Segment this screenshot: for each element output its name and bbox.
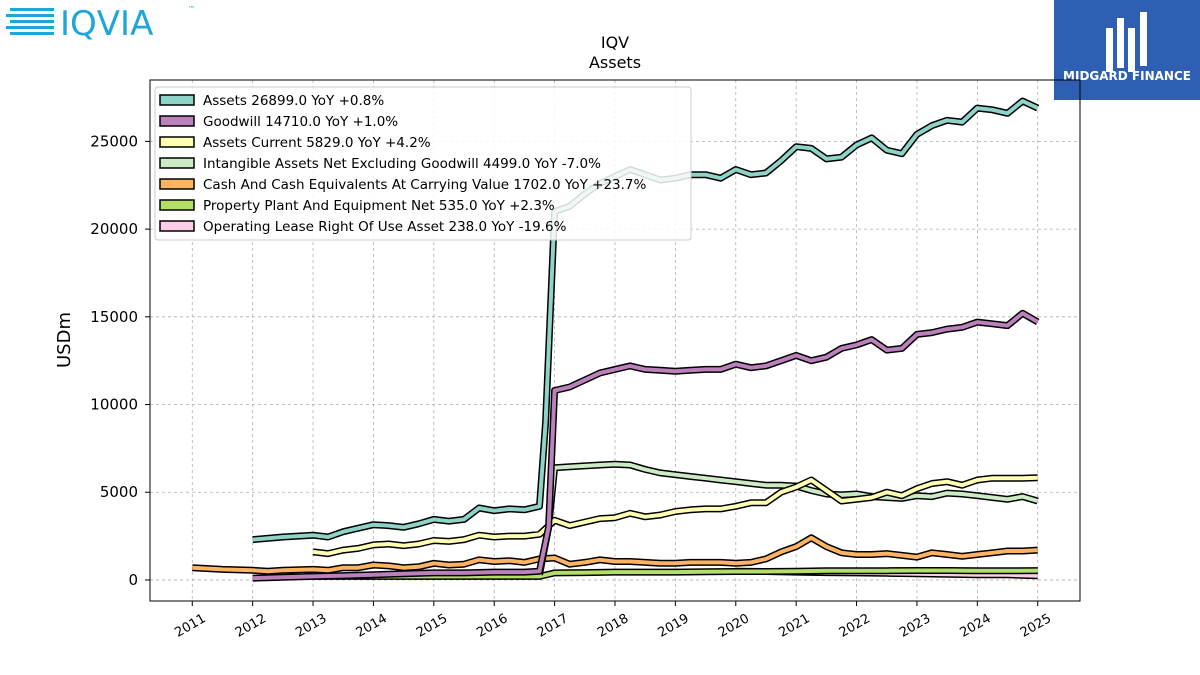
- x-tick-label: 2019: [656, 611, 692, 641]
- series-assets-current: [312, 474, 1038, 558]
- legend-entry: Property Plant And Equipment Net 535.0 Y…: [159, 198, 555, 214]
- iqvia-logo-text: IQVIA: [60, 4, 153, 42]
- y-tick-label: 20000: [90, 220, 138, 238]
- legend-swatch: [159, 178, 195, 190]
- chart-title: IQV: [601, 33, 629, 52]
- legend-entry: Intangible Assets Net Excluding Goodwill…: [159, 156, 601, 172]
- iqvia-logo: IQVIA ™: [4, 2, 204, 44]
- legend-label: Assets Current 5829.0 YoY +4.2%: [203, 135, 431, 151]
- y-tick-label: 0: [128, 571, 138, 589]
- iqvia-lines-icon: [6, 8, 54, 35]
- series-line: [312, 475, 1038, 556]
- x-tick-label: 2025: [1018, 611, 1054, 641]
- legend-swatch: [159, 220, 195, 232]
- y-tick-label: 25000: [90, 132, 138, 150]
- legend-swatch: [159, 199, 195, 211]
- x-tick-label: 2013: [293, 611, 329, 641]
- x-tick-label: 2017: [535, 611, 571, 641]
- x-tick-label: 2023: [897, 611, 933, 641]
- x-tick-label: 2018: [595, 611, 631, 641]
- legend: Assets 26899.0 YoY +0.8% Goodwill 14710.0…: [154, 86, 692, 241]
- x-tick-label: 2012: [233, 611, 269, 641]
- x-axis: 2011 2012 2013 2014 2015 2016 2017 2018 2019 2020…: [172, 601, 1054, 641]
- series-line: [192, 535, 1038, 574]
- legend-swatch: [159, 115, 195, 127]
- series-line: [537, 462, 1039, 576]
- midgard-logo-text: MIDGARD FINANCE: [1063, 69, 1191, 83]
- x-tick-label: 2021: [776, 611, 812, 641]
- chart-subtitle: Assets: [589, 53, 641, 72]
- series-goodwill: [252, 309, 1040, 582]
- series-cash-and-cash-equivalents-at-carrying-value: [192, 534, 1038, 575]
- legend-swatch: [159, 157, 195, 169]
- iqvia-tm-mark: ™: [188, 5, 195, 13]
- legend-entry: Cash And Cash Equivalents At Carrying Va…: [159, 177, 647, 193]
- legend-entry: Goodwill 14710.0 YoY +1.0%: [159, 114, 398, 130]
- y-tick-label: 10000: [90, 396, 138, 414]
- legend-box: [154, 86, 692, 241]
- series-line: [313, 568, 1038, 579]
- series-property-plant-and-equipment-net: [313, 567, 1038, 580]
- x-tick-label: 2022: [837, 611, 873, 641]
- x-tick-label: 2024: [958, 611, 994, 641]
- y-tick-label: 15000: [90, 308, 138, 326]
- iqvia-logo-graphic: IQVIA ™: [6, 4, 195, 44]
- y-axis-label: USDm: [54, 312, 75, 368]
- legend-label: Goodwill 14710.0 YoY +1.0%: [203, 114, 398, 130]
- legend-entry: Assets Current 5829.0 YoY +4.2%: [159, 135, 431, 151]
- x-tick-label: 2015: [414, 611, 450, 641]
- legend-swatch: [159, 136, 195, 148]
- midgard-logo-graphic: MIDGARD FINANCE: [1063, 12, 1191, 83]
- legend-entry: Assets 26899.0 YoY +0.8%: [159, 93, 384, 109]
- legend-label: Assets 26899.0 YoY +0.8%: [203, 93, 384, 109]
- legend-swatch: [159, 94, 195, 106]
- x-tick-label: 2011: [172, 611, 208, 641]
- legend-label: Intangible Assets Net Excluding Goodwill…: [203, 156, 601, 172]
- y-tick-label: 5000: [100, 483, 138, 501]
- x-tick-label: 2020: [716, 611, 752, 641]
- x-tick-label: 2016: [474, 611, 510, 641]
- legend-label: Cash And Cash Equivalents At Carrying Va…: [203, 177, 647, 193]
- midgard-emblem-icon: [1106, 12, 1147, 72]
- series-intangible-assets-net-excluding-goodwill: [536, 460, 1039, 576]
- legend-label: Property Plant And Equipment Net 535.0 Y…: [203, 198, 555, 214]
- series-layer: [192, 97, 1040, 582]
- midgard-finance-logo: MIDGARD FINANCE: [1054, 0, 1200, 100]
- legend-entry: Operating Lease Right Of Use Asset 238.0…: [159, 219, 567, 235]
- series-outline: [252, 309, 1040, 582]
- series-line: [252, 311, 1039, 581]
- legend-label: Operating Lease Right Of Use Asset 238.0…: [203, 219, 567, 235]
- y-axis: 0 5000 10000 15000 20000 25000: [90, 132, 150, 589]
- x-tick-label: 2014: [354, 611, 390, 641]
